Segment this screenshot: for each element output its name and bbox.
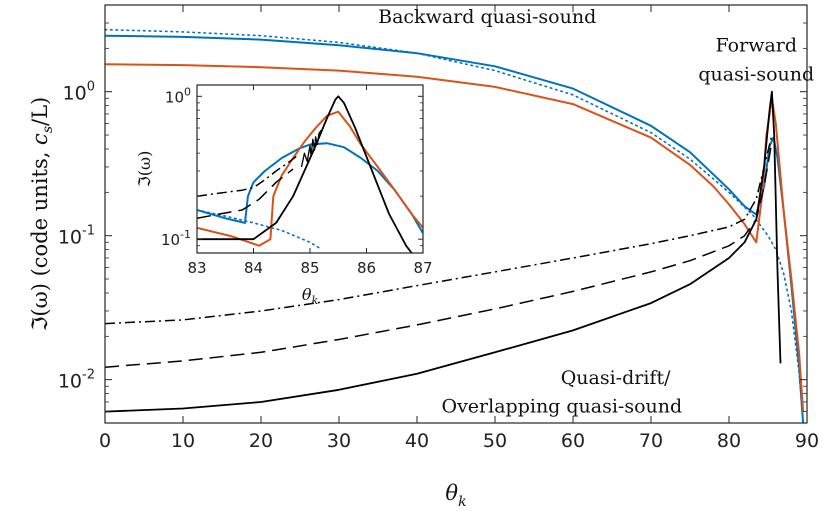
y-axis-label-tail: /L)	[28, 97, 52, 126]
annotation-label: Forward	[716, 35, 798, 57]
inset-x-tick-label: 87	[413, 259, 432, 277]
inset-series-black-dash-dot	[197, 154, 300, 197]
main-y-tick-label: 10-1	[58, 224, 95, 249]
inset-series-blue-solid	[197, 142, 423, 234]
main-frame	[104, 4, 808, 424]
inset-series-blue-dotted	[197, 209, 323, 250]
y-axis-label: ℑ(ω) (code units, cs/L)	[28, 97, 56, 331]
inset-y-tick-label: 100	[165, 85, 191, 106]
y-axis-label-lead: ℑ(ω) (code units,	[28, 145, 52, 331]
main-x-tick-label: 40	[405, 430, 429, 452]
inset-background	[197, 85, 423, 253]
main-y-tick-label: 10-2	[58, 368, 95, 393]
inset-y-tick-base: 10	[161, 231, 180, 249]
inset-x-axis-label-sub: k	[311, 294, 318, 307]
main-series-group	[104, 28, 805, 424]
inset-y-axis-label: ℑ(ω)	[135, 151, 154, 188]
annotation-label: quasi-sound	[698, 63, 814, 85]
main-x-tick-label: 0	[99, 430, 111, 452]
main-x-tick-label: 30	[327, 430, 351, 452]
main-x-tick-label: 60	[561, 430, 585, 452]
main-x-tick-label: 10	[171, 430, 195, 452]
main-y-tick-exponent: 0	[87, 80, 95, 95]
main-y-tick-label: 100	[63, 80, 95, 105]
annotation-label: Quasi-drift/	[561, 367, 671, 389]
inset-x-tick-label: 85	[300, 259, 319, 277]
main-x-tick-label: 90	[795, 430, 819, 452]
inset-series-orange-solid	[197, 110, 423, 247]
main-annotations: Backward quasi-sound Forward quasi-sound Qu…	[378, 6, 814, 418]
inset-x-tick-label: 84	[244, 259, 263, 277]
inset-x-axis-label-main: θ	[302, 285, 312, 304]
y-axis-label-csub: s	[40, 126, 56, 133]
main-y-tick-exponent: -2	[82, 368, 95, 383]
main-series-black-solid	[104, 90, 782, 413]
x-axis-label-sub: k	[458, 494, 466, 510]
main-y-tick-base: 10	[63, 83, 87, 105]
main-x-tick-label: 20	[249, 430, 273, 452]
main-y-tick-base: 10	[58, 227, 82, 249]
main-y-tick-exponent: -1	[82, 224, 95, 239]
inset-x-tick-label: 83	[187, 259, 206, 277]
main-x-tick-label: 50	[483, 430, 507, 452]
x-axis-label-main: θ	[445, 481, 458, 505]
main-x-tick-label: 70	[639, 430, 663, 452]
inset-series-black-solid	[197, 95, 413, 253]
inset-y-tick-exponent: 0	[184, 85, 191, 98]
inset-x-axis-label: θk	[302, 285, 319, 307]
main-y-tick-base: 10	[58, 371, 82, 393]
annotation-label: Overlapping quasi-sound	[442, 396, 683, 418]
y-axis-label-c: c	[28, 133, 52, 145]
inset-series-black-dashed	[197, 168, 294, 220]
annotation-label: Backward quasi-sound	[378, 6, 596, 28]
inset-y-tick-base: 10	[165, 88, 184, 106]
inset-series-group	[197, 95, 423, 253]
inset-series-black-jagged	[300, 129, 322, 168]
inset-y-tick-exponent: -1	[180, 228, 191, 241]
main-x-tick-label: 80	[717, 430, 741, 452]
main-series-orange-solid	[104, 63, 805, 412]
main-series-black-dash-dot	[104, 134, 773, 325]
inset-x-tick-label: 86	[357, 259, 376, 277]
inset-y-tick-label: 10-1	[161, 228, 191, 249]
x-axis-label: θk	[445, 481, 466, 510]
main-series-blue-dotted	[104, 28, 804, 424]
